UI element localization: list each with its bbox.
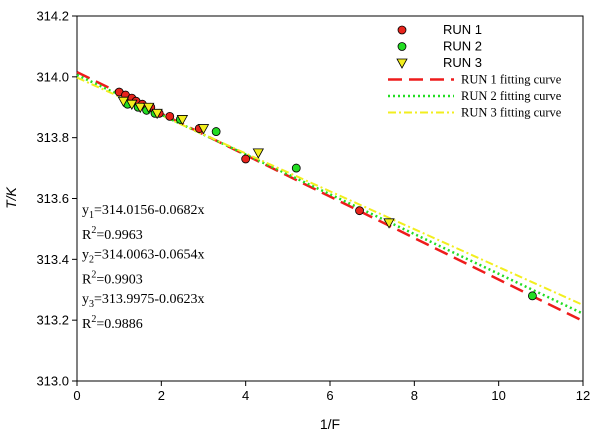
tick-labels: 0 2 4 6 8 10 12 313.0 313.2 313.4 313.6 313.8 314.0 3… bbox=[36, 9, 590, 404]
tick-marks bbox=[72, 15, 584, 386]
legend-label-run-3: RUN 3 bbox=[443, 55, 482, 70]
legend-marker-run-1 bbox=[397, 25, 407, 35]
x-tick-label: 2 bbox=[158, 388, 165, 403]
point-run-3 bbox=[134, 102, 146, 114]
legend-marker-run-3 bbox=[396, 58, 408, 69]
point-run-3 bbox=[117, 96, 130, 107]
legend-label-run-1: RUN 1 bbox=[443, 22, 482, 37]
x-tick-label: 12 bbox=[576, 388, 590, 403]
x-tick-label: 0 bbox=[73, 388, 80, 403]
point-run-2 bbox=[211, 127, 221, 136]
point-run-1 bbox=[241, 154, 251, 164]
y-tick-label: 313.4 bbox=[36, 252, 69, 267]
equation-2: y2=314.0063-0.0654x bbox=[82, 248, 205, 266]
y-tick-label: 314.0 bbox=[36, 69, 69, 84]
fit-line-run-2 bbox=[76, 73, 584, 315]
equation-1: y1=314.0156-0.0682x bbox=[82, 203, 205, 221]
point-run-1 bbox=[355, 206, 364, 216]
y-tick-label: 314.2 bbox=[36, 9, 69, 24]
point-run-3 bbox=[197, 124, 210, 135]
x-tick-label: 10 bbox=[491, 388, 505, 403]
equation-3: y3=313.9975-0.0623x bbox=[82, 292, 205, 310]
y-tick-label: 313.6 bbox=[36, 191, 69, 206]
point-run-3 bbox=[126, 99, 138, 111]
r-squared-2: R2=0.9903 bbox=[82, 270, 143, 288]
point-run-3 bbox=[143, 102, 155, 114]
x-tick-label: 4 bbox=[242, 388, 249, 403]
legend-label-fit-1: RUN 1 fitting curve bbox=[461, 73, 562, 87]
data-points bbox=[114, 87, 537, 301]
plot-frame bbox=[76, 15, 584, 382]
fit-equations: y1=314.0156-0.0682x R2=0.9963 y2=314.0063-… bbox=[82, 203, 205, 332]
point-run-2 bbox=[291, 163, 301, 173]
legend-label-fit-2: RUN 2 fitting curve bbox=[461, 89, 562, 103]
r-squared-1: R2=0.9963 bbox=[82, 225, 143, 243]
legend-label-run-2: RUN 2 bbox=[443, 39, 482, 54]
x-axis-label: 1/F bbox=[320, 416, 340, 432]
point-run-2 bbox=[528, 291, 537, 301]
y-tick-label: 313.8 bbox=[36, 130, 69, 145]
legend-label-fit-3: RUN 3 fitting curve bbox=[461, 106, 562, 120]
point-run-3 bbox=[383, 218, 395, 229]
y-tick-label: 313.2 bbox=[36, 313, 69, 328]
legend-marker-run-2 bbox=[397, 42, 407, 51]
point-run-1 bbox=[165, 111, 175, 121]
point-run-3 bbox=[252, 148, 264, 159]
point-run-3 bbox=[176, 115, 189, 126]
point-run-3 bbox=[151, 108, 163, 120]
x-tick-label: 8 bbox=[411, 388, 418, 403]
y-tick-label: 313.0 bbox=[36, 374, 69, 389]
r-squared-3: R2=0.9886 bbox=[82, 314, 143, 332]
y-axis-label: T/K bbox=[3, 186, 19, 208]
x-tick-label: 6 bbox=[326, 388, 333, 403]
